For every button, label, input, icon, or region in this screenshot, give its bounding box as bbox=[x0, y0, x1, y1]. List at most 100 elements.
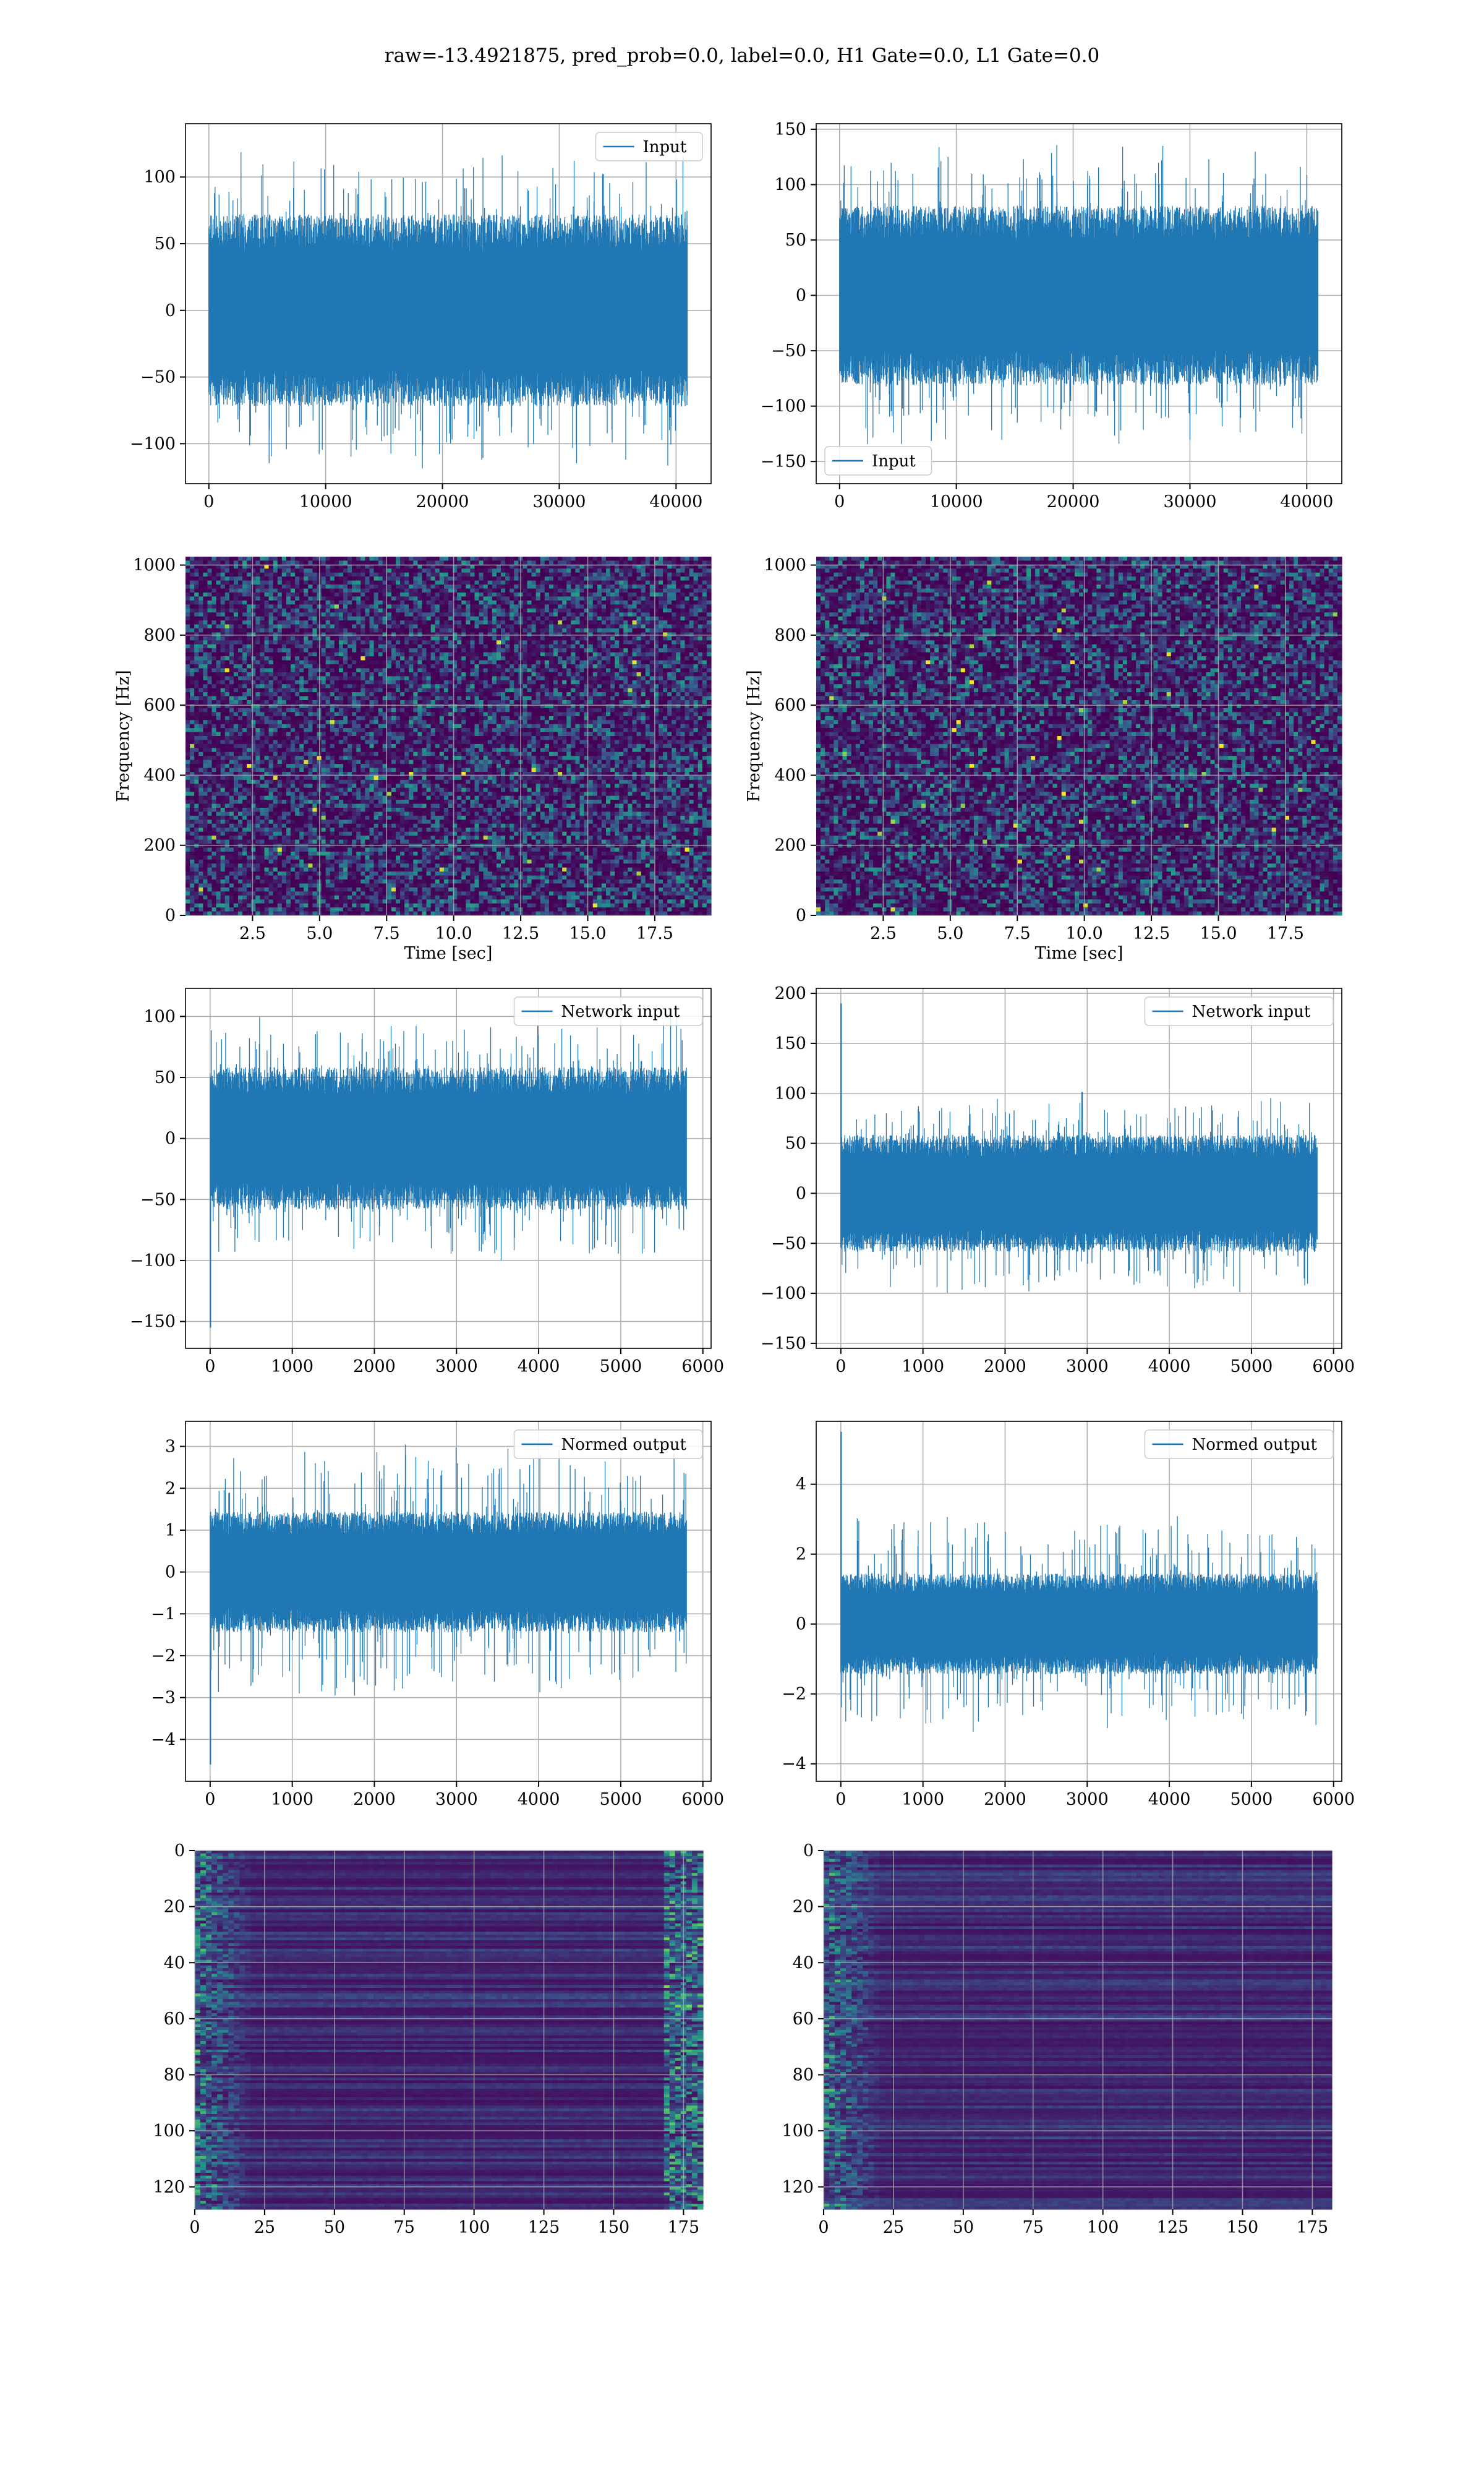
heatmap-cell bbox=[602, 625, 607, 629]
heatmap-cell bbox=[628, 612, 633, 617]
heatmap-cell bbox=[400, 560, 405, 565]
heatmap-cell bbox=[457, 636, 462, 641]
heatmap-cell bbox=[417, 581, 422, 585]
heatmap-cell bbox=[221, 596, 226, 601]
heatmap-cell bbox=[431, 653, 436, 657]
heatmap-cell bbox=[527, 644, 532, 649]
heatmap-cell bbox=[698, 584, 703, 589]
heatmap-cell bbox=[633, 573, 638, 577]
heatmap-cell bbox=[360, 557, 365, 561]
heatmap-cell bbox=[242, 661, 247, 665]
heatmap-cell bbox=[413, 617, 418, 621]
heatmap-cell bbox=[659, 636, 663, 641]
heatmap-cell bbox=[628, 644, 633, 649]
heatmap-cell bbox=[484, 609, 488, 613]
heatmap-cell bbox=[273, 589, 278, 593]
heatmap-cell bbox=[553, 557, 558, 561]
heatmap-cell bbox=[641, 568, 646, 573]
heatmap-cell bbox=[497, 596, 501, 601]
heatmap-cell bbox=[479, 628, 484, 633]
heatmap-cell bbox=[356, 661, 361, 665]
heatmap-cell bbox=[501, 557, 506, 561]
heatmap-cell bbox=[461, 628, 466, 633]
heatmap-cell bbox=[295, 557, 300, 561]
heatmap-cell bbox=[229, 601, 234, 605]
heatmap-cell bbox=[374, 656, 379, 661]
heatmap-cell bbox=[413, 612, 418, 617]
heatmap-cell bbox=[663, 596, 668, 601]
heatmap-cell bbox=[273, 661, 278, 665]
heatmap-cell bbox=[549, 573, 554, 577]
heatmap-cell bbox=[448, 628, 453, 633]
heatmap-cell bbox=[255, 573, 260, 577]
heatmap-cell bbox=[348, 560, 352, 565]
heatmap-cell bbox=[633, 636, 638, 641]
y-tick-label: 100 bbox=[143, 168, 176, 187]
heatmap-cell bbox=[667, 609, 672, 613]
heatmap-cell bbox=[707, 653, 712, 657]
heatmap-cell bbox=[575, 568, 580, 573]
heatmap-cell bbox=[558, 644, 563, 649]
heatmap-cell bbox=[282, 604, 287, 609]
heatmap-cell bbox=[221, 636, 226, 641]
heatmap-cell bbox=[698, 581, 703, 585]
heatmap-cell bbox=[558, 596, 563, 601]
heatmap-cell bbox=[304, 612, 309, 617]
heatmap-cell bbox=[374, 612, 379, 617]
heatmap-cell bbox=[400, 640, 405, 644]
heatmap-cell bbox=[299, 593, 304, 597]
heatmap-cell bbox=[510, 581, 514, 585]
heatmap-cell bbox=[479, 560, 484, 565]
heatmap-cell bbox=[212, 609, 217, 613]
heatmap-cell bbox=[273, 560, 278, 565]
heatmap-cell bbox=[589, 568, 594, 573]
heatmap-cell bbox=[440, 557, 445, 561]
heatmap-cell bbox=[229, 557, 234, 561]
heatmap-cell bbox=[475, 656, 480, 661]
heatmap-cell bbox=[352, 612, 357, 617]
heatmap-cell bbox=[545, 573, 550, 577]
heatmap-cell bbox=[422, 581, 427, 585]
heatmap-cell bbox=[190, 568, 195, 573]
heatmap-cell bbox=[606, 640, 611, 644]
heatmap-cell bbox=[417, 628, 422, 633]
heatmap-cell bbox=[680, 576, 685, 581]
heatmap-cell bbox=[238, 632, 243, 636]
heatmap-cell bbox=[461, 612, 466, 617]
heatmap-cell bbox=[475, 617, 480, 621]
heatmap-cell bbox=[527, 612, 532, 617]
heatmap-cell bbox=[663, 604, 668, 609]
heatmap-cell bbox=[689, 628, 694, 633]
heatmap-cell bbox=[229, 653, 234, 657]
heatmap-cell bbox=[413, 593, 418, 597]
heatmap-cell bbox=[216, 576, 221, 581]
heatmap-cell bbox=[566, 596, 571, 601]
heatmap-cell bbox=[348, 589, 352, 593]
heatmap-cell bbox=[417, 560, 422, 565]
heatmap-cell bbox=[527, 632, 532, 636]
heatmap-cell bbox=[698, 617, 703, 621]
heatmap-cell bbox=[286, 609, 291, 613]
heatmap-cell bbox=[484, 604, 488, 609]
heatmap-cell bbox=[339, 661, 344, 665]
heatmap-cell bbox=[417, 557, 422, 561]
heatmap-cell bbox=[510, 601, 514, 605]
heatmap-cell bbox=[610, 609, 615, 613]
heatmap-cell bbox=[265, 560, 270, 565]
heatmap-cell bbox=[571, 581, 576, 585]
heatmap-cell bbox=[623, 656, 628, 661]
heatmap-cell bbox=[203, 612, 208, 617]
heatmap-cell bbox=[221, 640, 226, 644]
heatmap-cell bbox=[672, 596, 676, 601]
heatmap-cell bbox=[619, 620, 624, 625]
heatmap-cell bbox=[619, 640, 624, 644]
heatmap-cell bbox=[488, 620, 493, 625]
heatmap-cell bbox=[212, 584, 217, 589]
heatmap-cell bbox=[457, 568, 462, 573]
heatmap-cell bbox=[396, 620, 401, 625]
heatmap-cell bbox=[505, 620, 510, 625]
heatmap-cell bbox=[553, 560, 558, 565]
heatmap-cell bbox=[212, 576, 217, 581]
heatmap-cell bbox=[562, 656, 567, 661]
heatmap-cell bbox=[404, 604, 409, 609]
